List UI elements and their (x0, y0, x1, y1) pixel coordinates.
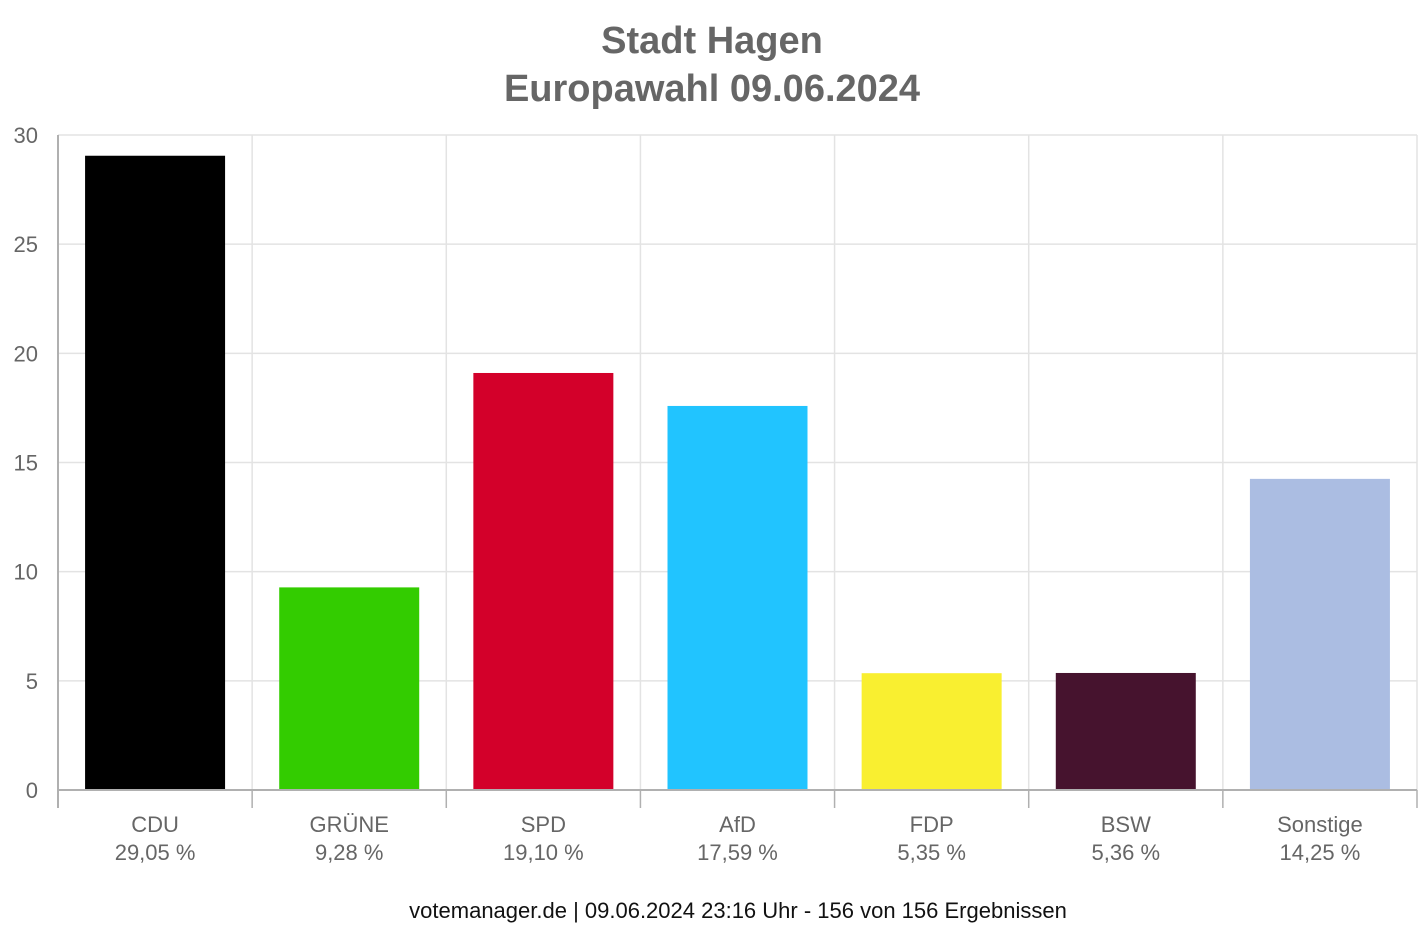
x-category-label: AfD (719, 812, 756, 837)
bar-sonstige[interactable] (1249, 478, 1390, 790)
bars (85, 155, 1390, 790)
bar-spd[interactable] (473, 372, 614, 790)
bar-grüne[interactable] (279, 587, 420, 790)
y-tick-label: 5 (26, 669, 38, 694)
x-value-label: 17,59 % (697, 840, 778, 865)
y-tick-label: 15 (14, 451, 38, 476)
y-tick-label: 10 (14, 560, 38, 585)
x-category-label: FDP (910, 812, 954, 837)
y-tick-label: 0 (26, 778, 38, 803)
chart-title: Stadt Hagen (601, 20, 823, 62)
x-value-label: 5,36 % (1092, 840, 1161, 865)
source-footer: votemanager.de | 09.06.2024 23:16 Uhr - … (409, 898, 1067, 923)
x-value-label: 5,35 % (897, 840, 966, 865)
x-value-label: 14,25 % (1280, 840, 1361, 865)
y-tick-label: 30 (14, 123, 38, 148)
x-value-label: 19,10 % (503, 840, 584, 865)
x-category-label: Sonstige (1277, 812, 1363, 837)
x-category-label: BSW (1101, 812, 1151, 837)
x-value-label: 9,28 % (315, 840, 384, 865)
y-tick-label: 20 (14, 341, 38, 366)
bar-fdp[interactable] (861, 673, 1002, 790)
x-category-label: GRÜNE (309, 812, 388, 837)
y-tick-label: 25 (14, 232, 38, 257)
axis-labels: 0 5 10 15 20 25 30 CDU 29,05 % GRÜNE 9,28 % SPD 19,1… (14, 123, 1363, 865)
x-value-label: 29,05 % (115, 840, 196, 865)
bar-bsw[interactable] (1055, 672, 1196, 790)
x-category-label: CDU (131, 812, 179, 837)
bar-cdu[interactable] (85, 155, 226, 790)
axes (57, 135, 1418, 808)
bar-afd[interactable] (667, 405, 808, 790)
chart-subtitle: Europawahl 09.06.2024 (503, 68, 921, 110)
x-category-label: SPD (521, 812, 566, 837)
